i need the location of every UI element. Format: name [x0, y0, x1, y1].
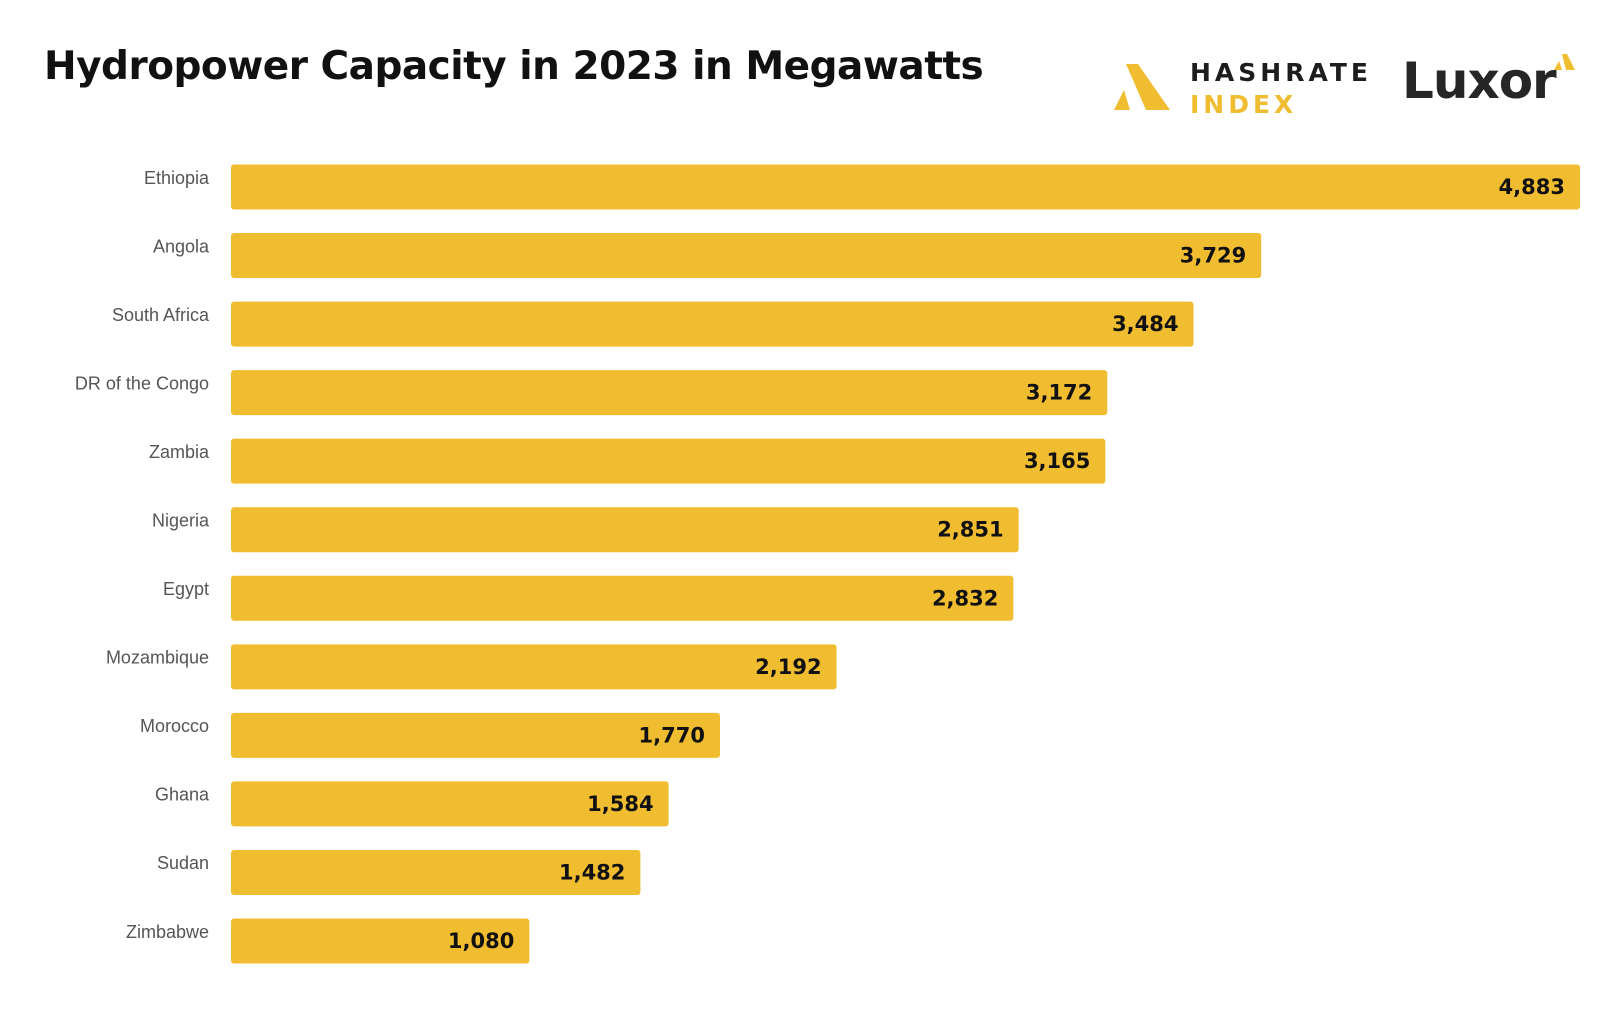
value-labels-group: 4,883 3,729 3,484 3,172 3,165 2,851 2,832 2,192…: [448, 175, 1565, 953]
chart-title: Hydropower Capacity in 2023 in Megawatts: [44, 44, 984, 89]
hashrate-logo-word2: INDEX: [1190, 90, 1298, 119]
category-label: Mozambique: [106, 648, 209, 668]
luxor-logo: Luxor: [1402, 50, 1582, 120]
value-label: 2,832: [932, 586, 998, 610]
bar-zambia: [231, 438, 1106, 484]
bar-zimbabwe: [231, 918, 530, 964]
hashrate-logo-icon: [1114, 64, 1170, 110]
category-label: Ghana: [155, 785, 210, 805]
value-label: 4,883: [1499, 175, 1565, 199]
category-label: Egypt: [163, 579, 209, 599]
bar-south-africa: [231, 301, 1194, 347]
value-label: 1,080: [448, 929, 514, 953]
category-label: Nigeria: [152, 510, 210, 530]
value-label: 1,770: [639, 723, 705, 747]
value-label: 3,484: [1112, 312, 1178, 336]
category-label: Ethiopia: [144, 168, 210, 188]
category-label: DR of the Congo: [75, 373, 209, 393]
category-labels-group: Ethiopia Angola South Africa DR of the Cong…: [75, 168, 210, 942]
category-label: Angola: [153, 236, 210, 256]
bar-egypt: [231, 575, 1014, 621]
category-label: Zimbabwe: [126, 922, 209, 942]
value-label: 1,584: [587, 792, 653, 816]
category-label: Morocco: [140, 716, 209, 736]
bar-ethiopia: [231, 164, 1580, 210]
bar-dr-of-the-congo: [231, 370, 1108, 416]
bar-morocco: [231, 712, 720, 758]
value-label: 3,729: [1180, 244, 1246, 268]
category-label: South Africa: [112, 305, 210, 325]
bar-mozambique: [231, 644, 837, 690]
luxor-logo-icon: [1554, 54, 1575, 70]
value-label: 1,482: [559, 860, 625, 884]
category-label: Sudan: [157, 853, 209, 873]
value-label: 2,192: [755, 655, 821, 679]
value-label: 3,172: [1026, 381, 1092, 405]
bar-sudan: [231, 849, 641, 895]
hashrate-logo-word1: HASHRATE: [1190, 58, 1372, 87]
hashrate-index-logo: HASHRATE INDEX: [1112, 56, 1368, 126]
bars-group: [231, 164, 1580, 964]
luxor-logo-word: Luxor: [1402, 52, 1557, 110]
value-label: 3,165: [1024, 449, 1090, 473]
category-label: Zambia: [149, 442, 210, 462]
value-label: 2,851: [937, 518, 1003, 542]
bar-angola: [231, 233, 1262, 279]
bar-nigeria: [231, 507, 1019, 553]
bar-ghana: [231, 781, 669, 827]
